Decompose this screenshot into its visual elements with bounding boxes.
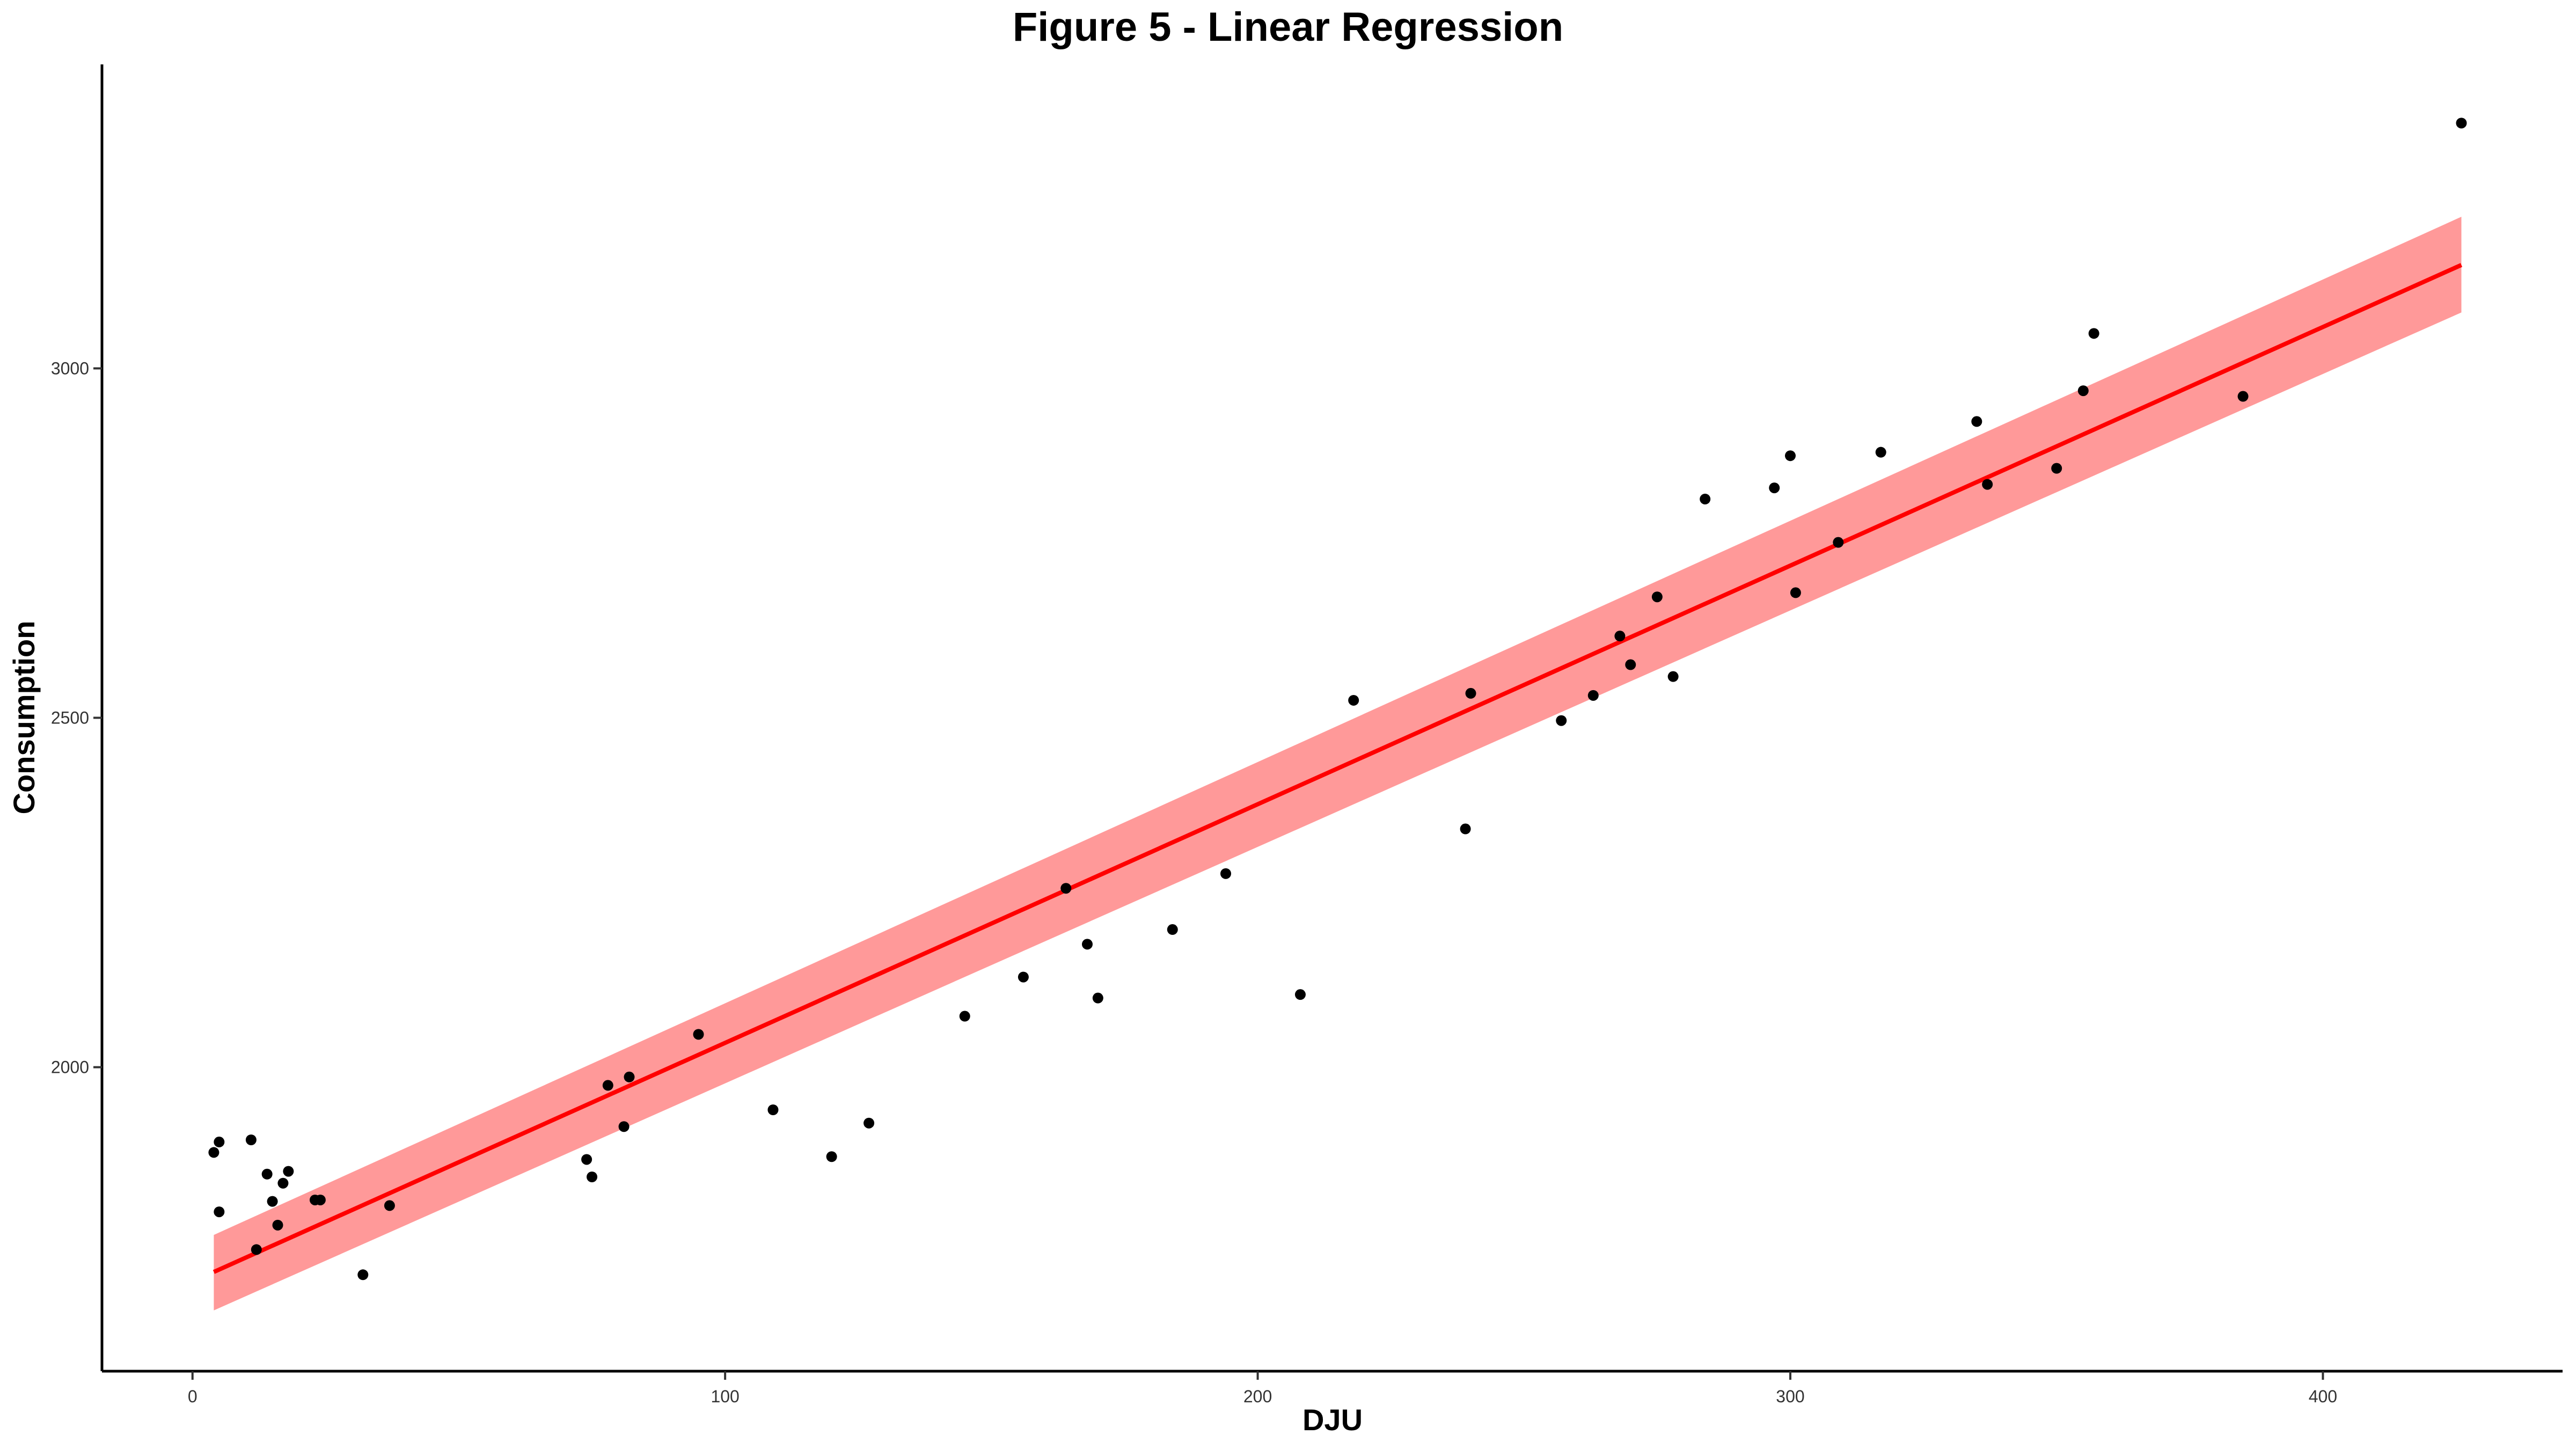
data-point bbox=[1348, 694, 1359, 706]
data-point bbox=[214, 1136, 225, 1147]
y-tick-label: 2500 bbox=[51, 708, 89, 728]
data-point bbox=[1651, 591, 1663, 603]
data-point bbox=[602, 1080, 613, 1091]
data-point bbox=[267, 1196, 278, 1207]
data-point bbox=[261, 1168, 273, 1180]
data-point bbox=[1833, 537, 1844, 548]
data-point bbox=[1587, 690, 1599, 701]
data-point bbox=[1092, 992, 1103, 1004]
data-point bbox=[624, 1071, 635, 1082]
regression-line-layer bbox=[213, 263, 2463, 1274]
data-point bbox=[1081, 939, 1093, 950]
x-tick-label: 300 bbox=[1776, 1387, 1804, 1406]
data-point bbox=[1875, 447, 1886, 458]
data-point bbox=[1556, 715, 1567, 726]
data-point bbox=[1667, 671, 1679, 682]
confidence-band bbox=[214, 216, 2462, 1311]
data-point bbox=[587, 1172, 598, 1183]
data-point bbox=[2051, 463, 2062, 474]
data-point bbox=[1060, 883, 1072, 894]
data-point bbox=[1700, 493, 1711, 504]
data-point bbox=[1465, 687, 1476, 699]
scatter-points-layer bbox=[208, 118, 2467, 1280]
data-point bbox=[251, 1244, 262, 1255]
data-point bbox=[357, 1269, 369, 1280]
confidence-band-layer bbox=[214, 216, 2462, 1311]
data-point bbox=[826, 1151, 837, 1162]
data-point bbox=[1982, 479, 1993, 490]
y-tick-label: 3000 bbox=[51, 358, 89, 378]
data-point bbox=[1460, 823, 1471, 835]
data-point bbox=[1294, 989, 1306, 1000]
x-axis-label: DJU bbox=[1302, 1403, 1363, 1437]
data-point bbox=[2077, 385, 2089, 397]
data-point bbox=[245, 1134, 257, 1145]
data-point bbox=[208, 1147, 219, 1158]
data-point bbox=[767, 1104, 779, 1115]
y-tick-label: 2000 bbox=[51, 1058, 89, 1077]
data-point bbox=[1769, 482, 1780, 494]
data-point bbox=[1625, 659, 1636, 670]
regression-line bbox=[213, 263, 2463, 1274]
data-point bbox=[272, 1219, 283, 1231]
data-point bbox=[1614, 631, 1626, 642]
x-tick-label: 0 bbox=[188, 1387, 197, 1406]
y-axis-ticks: 2000 2500 3000 bbox=[51, 358, 102, 1077]
data-point bbox=[863, 1117, 875, 1129]
data-point bbox=[214, 1206, 225, 1218]
x-axis-ticks: 0 100 200 300 400 bbox=[188, 1371, 2337, 1406]
data-point bbox=[693, 1029, 704, 1040]
data-point bbox=[581, 1154, 592, 1165]
data-point bbox=[959, 1011, 970, 1022]
data-point bbox=[1784, 450, 1796, 462]
data-point bbox=[618, 1121, 630, 1132]
data-point bbox=[283, 1166, 294, 1177]
data-point bbox=[1018, 971, 1029, 983]
data-point bbox=[2088, 328, 2099, 339]
y-axis-label: Consumption bbox=[7, 621, 41, 815]
data-point bbox=[1167, 924, 1178, 935]
data-point bbox=[314, 1194, 326, 1205]
data-point bbox=[2456, 118, 2467, 129]
data-point bbox=[384, 1200, 395, 1211]
x-tick-label: 400 bbox=[2309, 1387, 2337, 1406]
chart-title: Figure 5 - Linear Regression bbox=[1013, 4, 1563, 50]
data-point bbox=[1790, 587, 1801, 598]
data-point bbox=[1220, 868, 1232, 879]
x-tick-label: 100 bbox=[711, 1387, 739, 1406]
data-point bbox=[1971, 416, 1982, 427]
data-point bbox=[2237, 391, 2249, 402]
data-point bbox=[277, 1177, 289, 1189]
x-tick-label: 200 bbox=[1243, 1387, 1272, 1406]
